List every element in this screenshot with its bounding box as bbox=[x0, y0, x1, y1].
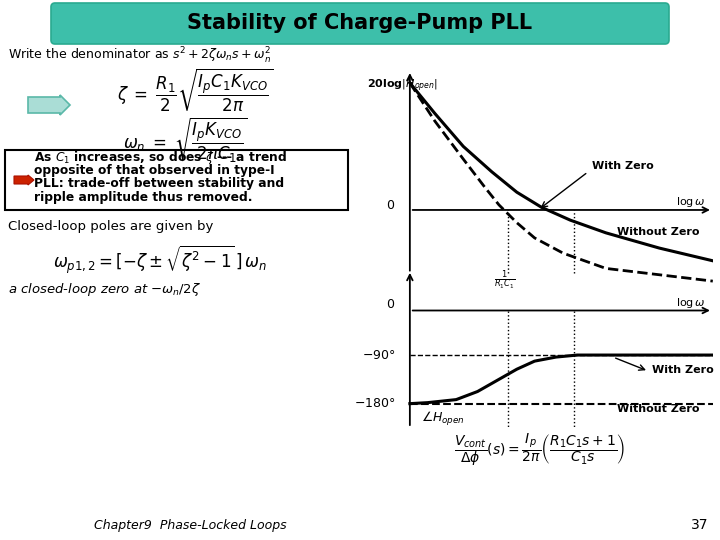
Text: a closed-loop zero at $-\omega_n/2\zeta$: a closed-loop zero at $-\omega_n/2\zeta$ bbox=[8, 281, 201, 299]
Text: ripple amplitude thus removed.: ripple amplitude thus removed. bbox=[34, 191, 253, 204]
Text: $\zeta \;=\; \dfrac{R_1}{2}\sqrt{\dfrac{I_p C_1 K_{VCO}}{2\pi}}$: $\zeta \;=\; \dfrac{R_1}{2}\sqrt{\dfrac{… bbox=[117, 66, 273, 113]
Text: $\omega_{p1,2} = [-\zeta \pm \sqrt{\zeta^2 - 1}\,]\,\omega_n$: $\omega_{p1,2} = [-\zeta \pm \sqrt{\zeta… bbox=[53, 244, 267, 276]
Text: $-90°$: $-90°$ bbox=[362, 348, 395, 362]
FancyBboxPatch shape bbox=[51, 3, 669, 44]
Text: Without Zero: Without Zero bbox=[616, 404, 699, 414]
Text: 37: 37 bbox=[691, 518, 708, 532]
Text: $0$: $0$ bbox=[387, 199, 395, 212]
Text: $\dfrac{V_{cont}}{\Delta\phi}(s) = \dfrac{I_p}{2\pi}\left(\dfrac{R_1 C_1 s + 1}{: $\dfrac{V_{cont}}{\Delta\phi}(s) = \dfra… bbox=[454, 431, 626, 468]
Text: Write the denominator as $s^2 + 2\zeta\omega_n s + \omega_n^2$: Write the denominator as $s^2 + 2\zeta\o… bbox=[8, 46, 271, 66]
Text: With Zero: With Zero bbox=[592, 161, 653, 171]
Text: Without Zero: Without Zero bbox=[616, 227, 699, 238]
Text: PLL: trade-off between stability and: PLL: trade-off between stability and bbox=[34, 178, 284, 191]
Text: Closed-loop poles are given by: Closed-loop poles are given by bbox=[8, 220, 213, 233]
Text: As $C_1$ increases, so does $\zeta$ --- a trend: As $C_1$ increases, so does $\zeta$ --- … bbox=[34, 148, 287, 165]
Text: $\omega_n \;=\; \sqrt{\dfrac{I_p K_{VCO}}{2\pi C_1}}$: $\omega_n \;=\; \sqrt{\dfrac{I_p K_{VCO}… bbox=[123, 116, 247, 165]
Text: $0$: $0$ bbox=[387, 299, 395, 312]
Bar bbox=[5, 150, 348, 210]
Text: Chapter9  Phase-Locked Loops: Chapter9 Phase-Locked Loops bbox=[94, 518, 287, 531]
FancyArrow shape bbox=[28, 95, 70, 115]
Text: $-180°$: $-180°$ bbox=[354, 397, 395, 410]
Text: $\angle H_{open}$: $\angle H_{open}$ bbox=[420, 410, 464, 428]
Text: $\frac{1}{R_1C_1}$: $\frac{1}{R_1C_1}$ bbox=[494, 269, 515, 292]
FancyArrow shape bbox=[14, 175, 34, 185]
Text: $\mathbf{20log}|H_{open}|$: $\mathbf{20log}|H_{open}|$ bbox=[367, 77, 438, 94]
Text: Stability of Charge-Pump PLL: Stability of Charge-Pump PLL bbox=[187, 13, 533, 33]
Text: $\log\omega$: $\log\omega$ bbox=[676, 195, 706, 209]
Text: opposite of that observed in type-I: opposite of that observed in type-I bbox=[34, 164, 274, 177]
Text: $\log\omega$: $\log\omega$ bbox=[676, 296, 706, 310]
Text: With Zero: With Zero bbox=[652, 365, 714, 375]
